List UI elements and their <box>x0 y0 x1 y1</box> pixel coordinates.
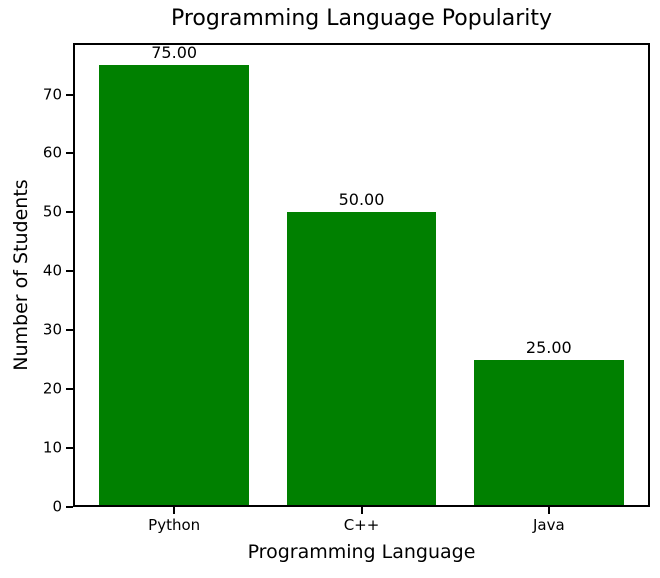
y-tick-label: 60 <box>42 143 62 162</box>
y-tick-label: 20 <box>42 379 62 398</box>
y-tick-label: 0 <box>52 497 62 516</box>
y-tick-mark <box>66 329 73 332</box>
bar-value-label: 75.00 <box>151 43 198 63</box>
y-tick-mark <box>66 270 73 273</box>
x-tick-label: Java <box>532 516 565 534</box>
x-tick-mark <box>173 507 176 514</box>
x-tick-mark <box>360 507 363 514</box>
y-tick-label: 30 <box>42 320 62 339</box>
x-tick-label: Python <box>148 516 201 534</box>
y-tick-mark <box>66 211 73 214</box>
x-tick-mark <box>547 507 550 514</box>
x-tick-label: C++ <box>343 516 380 534</box>
x-axis-label: Programming Language <box>247 541 476 563</box>
y-tick-mark <box>66 152 73 155</box>
y-tick-label: 50 <box>42 202 62 221</box>
y-tick-label: 10 <box>42 438 62 457</box>
bar-c <box>286 212 437 507</box>
y-tick-label: 70 <box>42 85 62 104</box>
y-axis-label: Number of Students <box>10 179 32 371</box>
y-tick-label: 40 <box>42 261 62 280</box>
bar-value-label: 25.00 <box>525 337 572 357</box>
y-tick-mark <box>66 93 73 96</box>
bar-value-label: 50.00 <box>338 190 385 210</box>
bar-java <box>473 359 624 507</box>
y-tick-mark <box>66 506 73 508</box>
y-tick-mark <box>66 447 73 450</box>
chart-title: Programming Language Popularity <box>170 6 553 31</box>
bar-python <box>99 65 250 507</box>
y-tick-mark <box>66 388 73 391</box>
